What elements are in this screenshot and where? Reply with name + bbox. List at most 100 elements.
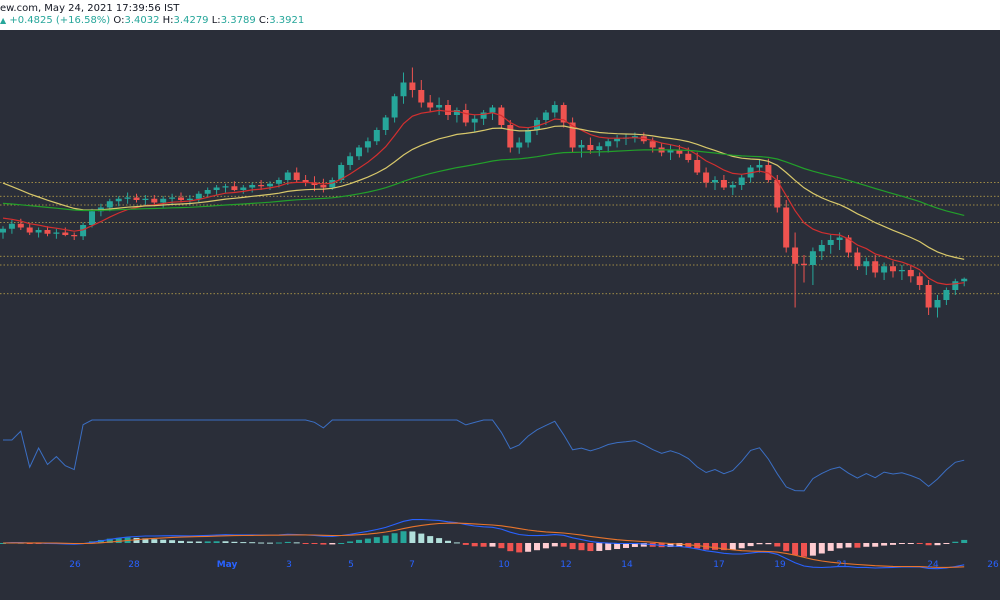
macd-histogram-bar [347,541,354,543]
macd-histogram-bar [881,543,888,546]
macd-histogram-bar [863,543,870,547]
candle-body [302,180,309,183]
x-axis: 26 28 May 3 5 7 10 12 14 17 19 21 24 26 [0,560,1000,600]
candle-body [195,193,202,199]
low-label: L: [211,15,221,26]
candle-body [293,172,300,180]
ema-long-line [2,149,965,216]
ohlc-line: ▲ +0.4825 (+16.58%) O:3.4032 H:3.4279 L:… [0,15,304,26]
candle-body [142,198,149,200]
candle-body [596,146,603,150]
macd-histogram-bar [507,543,514,552]
macd-histogram-bar [783,543,790,552]
x-axis-background [0,570,1000,600]
macd-histogram-bar [400,531,407,543]
price-chart[interactable]: 26 28 May 3 5 7 10 12 14 17 19 21 24 26 [0,30,1000,600]
macd-histogram-bar [178,540,184,543]
macd-histogram-bar [0,543,6,544]
macd-histogram-bar [249,542,256,544]
candle-body [916,276,923,285]
macd-panel [0,518,968,570]
candle-body [907,270,914,277]
candle-body [783,207,790,248]
macd-histogram-bar [890,543,896,545]
macd-histogram-bar [916,543,923,544]
candle-body [569,122,576,148]
macd-histogram-bar [534,543,540,551]
candle-body [934,300,941,308]
candle-body [0,228,6,233]
macd-histogram-bar [471,543,478,547]
candle-body [17,223,24,228]
macd-histogram-bar [231,541,238,543]
candle-body [801,263,807,265]
x-tick-label: 14 [621,560,633,570]
candle-body [258,185,265,187]
candle-body [62,232,69,235]
x-tick-label: 12 [560,560,571,570]
candle-body [320,185,327,188]
macd-histogram-bar [569,543,576,550]
macd-histogram-bar [578,543,585,551]
candle-body [534,120,540,130]
x-tick-label: 3 [286,560,292,570]
candle-body [427,102,434,108]
macd-histogram-bar [720,543,727,551]
candle-body [720,180,727,188]
macd-histogram-bar [115,537,122,543]
candle-body [836,237,843,240]
macd-histogram-bar [133,537,140,543]
candle-body [551,105,558,113]
macd-histogram-bar [809,543,816,556]
candle-body [35,230,42,233]
candle-body [631,136,638,138]
macd-histogram-bar [943,543,950,544]
macd-histogram-bar [623,543,629,548]
macd-histogram-bar [302,543,309,544]
macd-histogram-bar [498,543,505,549]
candle-body [729,185,736,188]
macd-histogram-bar [560,543,567,547]
macd-histogram-bar [453,542,460,544]
macd-histogram-bar [854,543,861,548]
candle-body [160,198,167,203]
macd-histogram-bar [258,542,265,544]
x-tick-label: 24 [927,560,939,570]
macd-histogram-bar [462,543,469,545]
candle-body [952,281,959,290]
chart-area[interactable]: 26 28 May 3 5 7 10 12 14 17 19 21 24 26 [0,30,1000,600]
candle-body [364,141,371,148]
candle-body [578,145,585,148]
macd-histogram-bar [293,542,300,544]
macd-histogram-bar [516,543,523,553]
candle-body [338,165,345,180]
candle-body [667,150,674,153]
macd-histogram-bar [445,540,451,543]
candle-body [703,172,710,183]
macd-histogram-bar [106,538,113,543]
macd-histogram-bar [329,543,336,545]
macd-histogram-bar [551,543,558,547]
macd-histogram-bar [676,543,683,547]
x-tick-label: 10 [498,560,510,570]
candle-body [373,130,380,142]
signal-line [2,522,965,568]
macd-histogram-bar [338,542,345,544]
x-tick-label: 26 [987,560,999,570]
candle-body [756,165,763,168]
macd-histogram-bar [898,543,905,544]
candle-body [676,150,683,154]
candle-body [712,180,718,183]
candle-body [649,141,656,148]
macd-histogram-bar [356,539,362,543]
rsi-panel [3,419,965,492]
high-value: 3.4279 [173,15,209,26]
candle-body [507,125,514,148]
macd-histogram-bar [311,543,318,544]
macd-histogram-bar [320,543,327,545]
candle-body [204,190,211,194]
macd-histogram-bar [382,535,389,543]
open-label: O: [113,15,125,26]
open-value: 3.4032 [124,15,160,26]
candle-body [489,107,496,113]
